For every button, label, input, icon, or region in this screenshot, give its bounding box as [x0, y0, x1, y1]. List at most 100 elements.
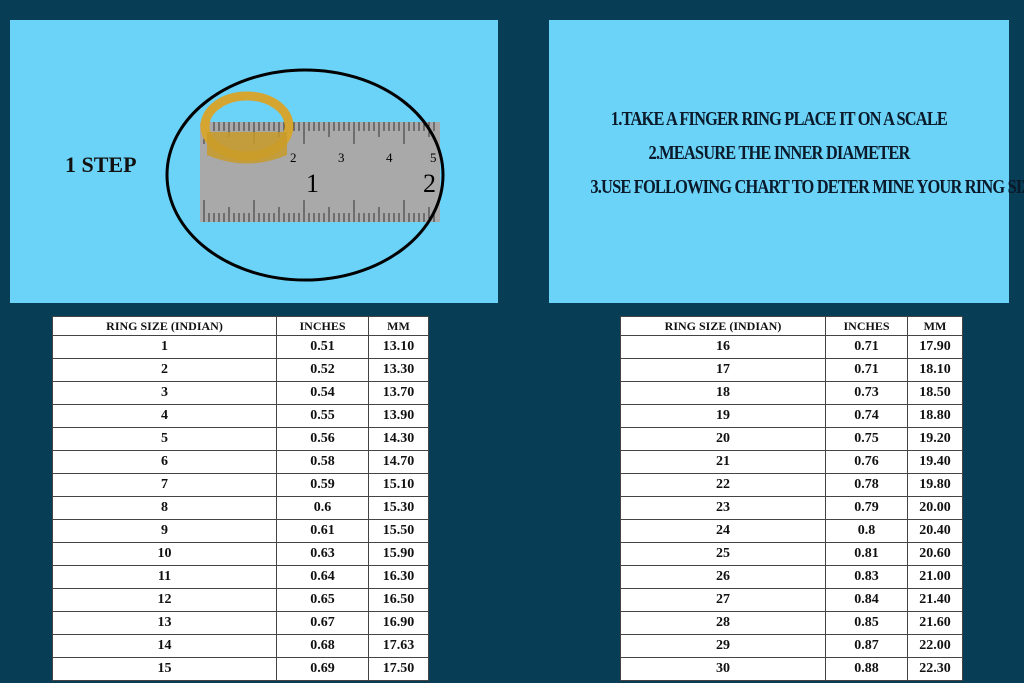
table-row: 19 0.74 18.80 [620, 404, 963, 428]
table-cell: 14.30 [368, 427, 429, 451]
table-cell: 21.60 [907, 611, 963, 635]
table-cell: 22.00 [907, 634, 963, 658]
table-row: 1 0.51 13.10 [52, 335, 429, 359]
table-row: 3 0.54 13.70 [52, 381, 429, 405]
step-label: 1 STEP [65, 152, 137, 177]
circle-outline [165, 68, 445, 282]
table-cell: 0.78 [825, 473, 908, 497]
table-row: 9 0.61 15.50 [52, 519, 429, 543]
table-cell: 22 [620, 473, 826, 497]
table-cell: 11 [52, 565, 277, 589]
table-row: 13 0.67 16.90 [52, 611, 429, 635]
table-row: 25 0.81 20.60 [620, 542, 963, 566]
table-row: 14 0.68 17.63 [52, 634, 429, 658]
table-cell: 21.00 [907, 565, 963, 589]
table-cell: 16.30 [368, 565, 429, 589]
size-table: RING SIZE (INDIAN) INCHES MM 16 0.71 17.90 17 0… [620, 316, 963, 681]
header-cell: INCHES [276, 316, 369, 336]
ruler-label: 5 [430, 150, 437, 165]
table-cell: 0.64 [276, 565, 369, 589]
ruler-label: 3 [338, 150, 345, 165]
table-cell: 14.70 [368, 450, 429, 474]
table-cell: 20.00 [907, 496, 963, 520]
table-cell: 0.67 [276, 611, 369, 635]
table-cell: 19 [620, 404, 826, 428]
table-cell: 19.80 [907, 473, 963, 497]
table-row: 27 0.84 21.40 [620, 588, 963, 612]
table-cell: 13.30 [368, 358, 429, 382]
table-cell: 30 [620, 657, 826, 681]
table-row: 28 0.85 21.60 [620, 611, 963, 635]
table-cell: 0.81 [825, 542, 908, 566]
header-cell: MM [368, 316, 429, 336]
table-cell: 6 [52, 450, 277, 474]
table-cell: 3 [52, 381, 277, 405]
table-cell: 20 [620, 427, 826, 451]
table-cell: 22.30 [907, 657, 963, 681]
table-row: 4 0.55 13.90 [52, 404, 429, 428]
table-cell: 18.10 [907, 358, 963, 382]
table-cell: 0.84 [825, 588, 908, 612]
table-cell: 16.50 [368, 588, 429, 612]
table-row: 29 0.87 22.00 [620, 634, 963, 658]
table-row: 6 0.58 14.70 [52, 450, 429, 474]
table-cell: 15 [52, 657, 277, 681]
table-cell: 0.76 [825, 450, 908, 474]
table-cell: 0.56 [276, 427, 369, 451]
ring-illustration: 2 3 4 5 1 2 1 STEP [65, 68, 445, 282]
table-cell: 0.83 [825, 565, 908, 589]
table-row: 30 0.88 22.30 [620, 657, 963, 681]
table-cell: 18.80 [907, 404, 963, 428]
table-cell: 5 [52, 427, 277, 451]
table-row: 8 0.6 15.30 [52, 496, 429, 520]
table-row: 18 0.73 18.50 [620, 381, 963, 405]
table-cell: 21.40 [907, 588, 963, 612]
table-cell: 0.63 [276, 542, 369, 566]
table-cell: 21 [620, 450, 826, 474]
table-cell: 13.90 [368, 404, 429, 428]
table-cell: 0.65 [276, 588, 369, 612]
ruler-label: 2 [423, 169, 436, 198]
table-row: 24 0.8 20.40 [620, 519, 963, 543]
ruler-label: 2 [290, 150, 297, 165]
table-cell: 19.20 [907, 427, 963, 451]
table-cell: 13.70 [368, 381, 429, 405]
table-cell: 23 [620, 496, 826, 520]
table-cell: 13.10 [368, 335, 429, 359]
table-cell: 0.74 [825, 404, 908, 428]
table-cell: 7 [52, 473, 277, 497]
table-row: 22 0.78 19.80 [620, 473, 963, 497]
size-table: RING SIZE (INDIAN) INCHES MM 1 0.51 13.10 2 0.5… [52, 316, 429, 681]
table-cell: 0.52 [276, 358, 369, 382]
header-cell: RING SIZE (INDIAN) [620, 316, 826, 336]
table-row: 10 0.63 15.90 [52, 542, 429, 566]
table-cell: 17.90 [907, 335, 963, 359]
table-cell: 20.40 [907, 519, 963, 543]
table-cell: 19.40 [907, 450, 963, 474]
ruler-label: 1 [306, 169, 319, 198]
table-cell: 0.68 [276, 634, 369, 658]
table-cell: 17.63 [368, 634, 429, 658]
table-cell: 26 [620, 565, 826, 589]
table-cell: 18 [620, 381, 826, 405]
table-cell: 0.55 [276, 404, 369, 428]
table-cell: 0.85 [825, 611, 908, 635]
header-cell: MM [907, 316, 963, 336]
table-cell: 14 [52, 634, 277, 658]
step-panel: 2 3 4 5 1 2 1 STEP [10, 20, 498, 303]
table-cell: 0.71 [825, 335, 908, 359]
table-cell: 16.90 [368, 611, 429, 635]
table-cell: 0.87 [825, 634, 908, 658]
table-cell: 20.60 [907, 542, 963, 566]
table-cell: 0.79 [825, 496, 908, 520]
instruction: 3.USE FOLLOWING CHART TO DETER MINE YOUR… [590, 176, 1024, 198]
table-cell: 0.69 [276, 657, 369, 681]
table-cell: 10 [52, 542, 277, 566]
table-cell: 24 [620, 519, 826, 543]
header-row: RING SIZE (INDIAN) INCHES MM [620, 316, 963, 336]
table-cell: 2 [52, 358, 277, 382]
table-row: 21 0.76 19.40 [620, 450, 963, 474]
table-cell: 13 [52, 611, 277, 635]
table-cell: 0.58 [276, 450, 369, 474]
